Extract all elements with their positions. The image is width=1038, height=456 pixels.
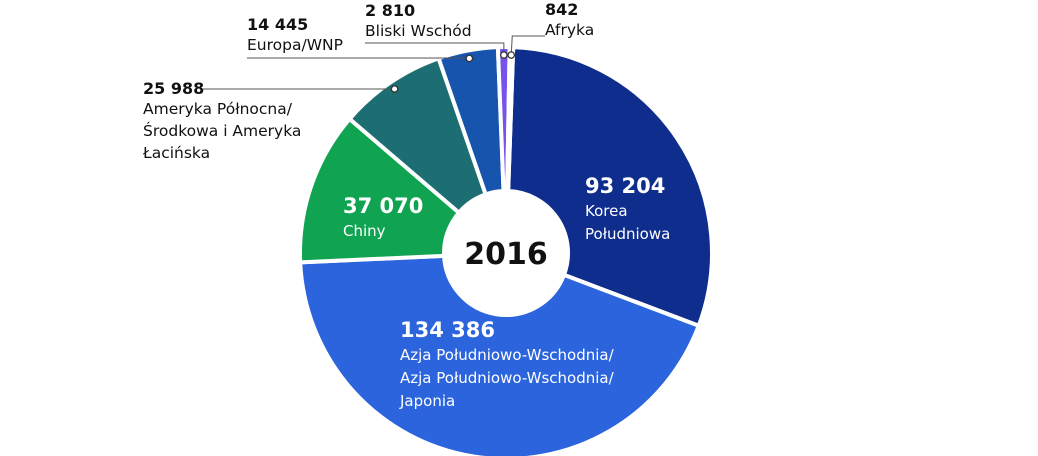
slice-6 — [505, 45, 516, 194]
category-label-2-0: Chiny — [343, 222, 386, 240]
callout-line-5 — [365, 42, 505, 56]
donut-center — [446, 193, 566, 313]
category-label-0-1: Południowa — [585, 225, 670, 243]
value-label-0: 93 204 — [585, 174, 665, 198]
callout-dot-6 — [507, 51, 516, 59]
category-label-6-0: Afryka — [545, 21, 594, 39]
value-label-2: 37 070 — [343, 194, 423, 218]
callout-4 — [247, 54, 474, 63]
category-label-4-0: Europa/WNP — [247, 36, 343, 54]
value-label-4: 14 445 — [247, 15, 308, 34]
category-label-3-0: Ameryka Północna/ — [143, 100, 293, 118]
callout-dot-5 — [500, 51, 508, 59]
callout-line-6 — [510, 35, 545, 56]
callout-6 — [507, 35, 545, 59]
center-label: 2016 — [464, 237, 548, 272]
value-label-5: 2 810 — [365, 1, 415, 20]
value-label-1: 134 386 — [400, 318, 495, 342]
category-label-1-1: Azja Południowo-Wschodnia/ — [400, 369, 615, 387]
callout-dot-4 — [465, 54, 474, 63]
category-label-0-0: Korea — [585, 202, 628, 220]
category-label-1-2: Japonia — [399, 392, 455, 410]
slice-2 — [298, 116, 461, 265]
category-label-1-0: Azja Południowo-Wschodnia/ — [400, 346, 615, 364]
category-label-3-2: Łacińska — [142, 144, 210, 162]
value-label-6: 842 — [545, 0, 578, 19]
slice-1 — [298, 253, 701, 456]
callout-5 — [365, 42, 508, 59]
category-label-3-1: Środkowa i Ameryka — [143, 121, 301, 140]
slice-0 — [506, 45, 714, 328]
callout-3 — [203, 85, 399, 93]
callout-dot-3 — [390, 85, 399, 93]
value-label-3: 25 988 — [143, 79, 204, 98]
category-label-5-0: Bliski Wschód — [365, 22, 472, 40]
